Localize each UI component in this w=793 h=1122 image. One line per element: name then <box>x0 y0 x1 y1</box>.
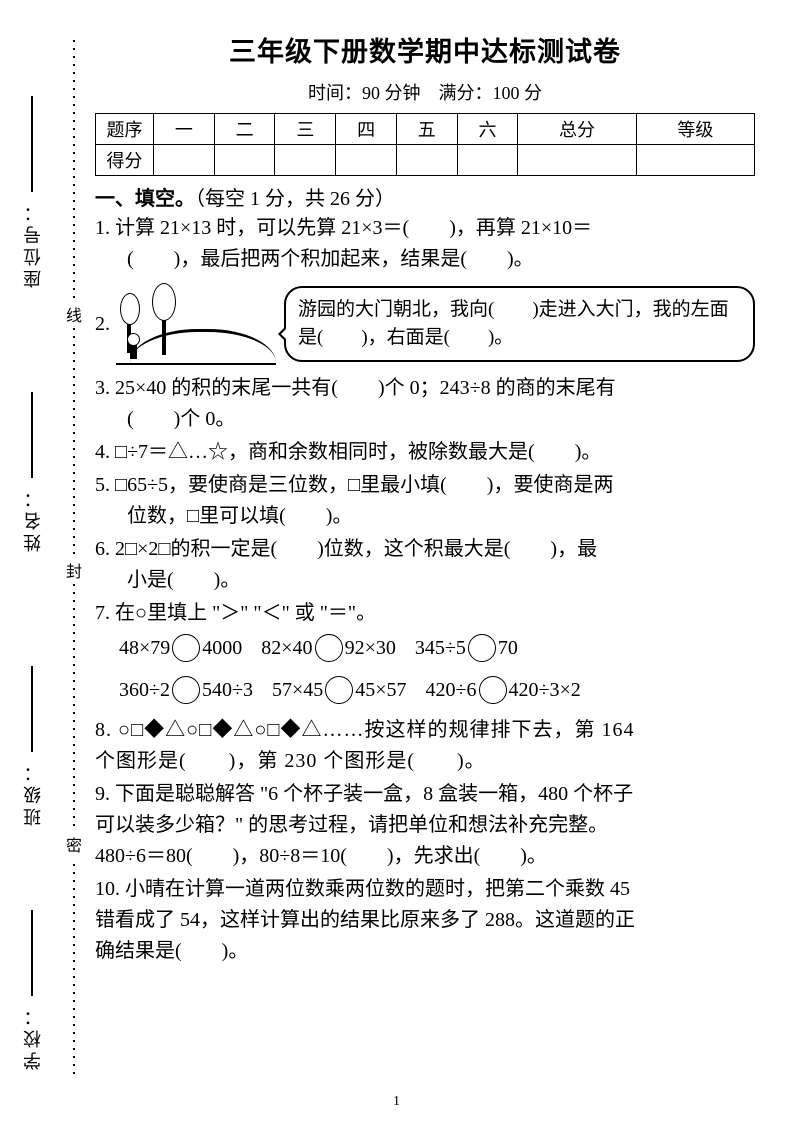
th: 四 <box>336 114 397 145</box>
question-9: 9. 下面是聪聪解答 "6 个杯子装一盒，8 盒装一箱，480 个杯子 可以装多… <box>95 779 755 872</box>
question-3: 3. 25×40 的积的末尾一共有( )个 0；243÷8 的商的末尾有 ( )… <box>95 373 755 435</box>
question-10: 10. 小晴在计算一道两位数乘两位数的题时，把第二个乘数 45 错看成了 54，… <box>95 874 755 967</box>
th: 题序 <box>96 114 154 145</box>
q8-line1: 8. ○□◆△○□◆△○□◆△……按这样的规律排下去，第 164 <box>95 715 755 746</box>
question-2: 2. 游园的大门朝北，我向( )走进入大门，我的左面是( )，右面是( )。 <box>95 279 755 369</box>
score-cell[interactable] <box>214 145 275 176</box>
section-1-title: 一、填空。 <box>95 188 195 210</box>
score-cell[interactable] <box>457 145 518 176</box>
th: 等级 <box>636 114 754 145</box>
q7-item: 48×794000 <box>119 629 242 667</box>
q7-item: 360÷2540÷3 <box>119 671 253 709</box>
th: 总分 <box>518 114 636 145</box>
answer-circle[interactable] <box>325 676 353 704</box>
q7-head: 7. 在○里填上 "＞" "＜" 或 "＝"。 <box>95 598 755 629</box>
q7-comparisons: 48×794000 82×4092×30 345÷570 360÷2540÷3 … <box>95 629 755 713</box>
question-6: 6. 2□×2□的积一定是( )位数，这个积最大是( )，最 小是( )。 <box>95 534 755 596</box>
exam-title: 三年级下册数学期中达标测试卷 <box>95 30 755 69</box>
exam-subtitle: 时间：90 分钟 满分：100 分 <box>95 79 755 105</box>
th: 二 <box>214 114 275 145</box>
question-1: 1. 计算 21×13 时，可以先算 21×3＝( )，再算 21×10＝ ( … <box>95 213 755 275</box>
section-1-heading: 一、填空。（每空 1 分，共 26 分） <box>95 182 755 211</box>
th: 六 <box>457 114 518 145</box>
q3-line2: ( )个 0。 <box>95 404 755 435</box>
q2-illustration <box>116 279 276 369</box>
binding-line <box>31 96 33 192</box>
q1-line1: 1. 计算 21×13 时，可以先算 21×3＝( )，再算 21×10＝ <box>95 213 755 244</box>
q9-line1: 9. 下面是聪聪解答 "6 个杯子装一盒，8 盒装一箱，480 个杯子 <box>95 779 755 810</box>
score-table: 题序 一 二 三 四 五 六 总分 等级 得分 <box>95 113 755 176</box>
q6-line1: 6. 2□×2□的积一定是( )位数，这个积最大是( )，最 <box>95 534 755 565</box>
question-8: 8. ○□◆△○□◆△○□◆△……按这样的规律排下去，第 164 个图形是( )… <box>95 715 755 777</box>
seal-mi: 密 <box>66 830 82 858</box>
answer-circle[interactable] <box>172 676 200 704</box>
binding-margin: 学校： 密 班级： 封 姓名： 线 座位号： <box>10 0 90 1122</box>
q1-line2: ( )，最后把两个积加起来，结果是( )。 <box>95 244 755 275</box>
binding-label-class: 班级： <box>20 760 46 826</box>
q2-speech-bubble: 游园的大门朝北，我向( )走进入大门，我的左面是( )，右面是( )。 <box>284 286 755 361</box>
score-cell[interactable] <box>518 145 636 176</box>
q3-line1: 3. 25×40 的积的末尾一共有( )个 0；243÷8 的商的末尾有 <box>95 373 755 404</box>
score-value-row: 得分 <box>96 145 755 176</box>
binding-line <box>31 666 33 752</box>
q10-line3: 确结果是( )。 <box>95 936 755 967</box>
q5-line1: 5. □65÷5，要使商是三位数，□里最小填( )，要使商是两 <box>95 470 755 501</box>
score-cell[interactable] <box>396 145 457 176</box>
page-number: 1 <box>0 1094 793 1110</box>
q7-item: 82×4092×30 <box>261 629 396 667</box>
q10-line2: 错看成了 54，这样计算出的结果比原来多了 288。这道题的正 <box>95 905 755 936</box>
question-4: 4. □÷7＝△…☆，商和余数相同时，被除数最大是( )。 <box>95 437 755 468</box>
score-header-row: 题序 一 二 三 四 五 六 总分 等级 <box>96 114 755 145</box>
question-5: 5. □65÷5，要使商是三位数，□里最小填( )，要使商是两 位数，□里可以填… <box>95 470 755 532</box>
page-content: 三年级下册数学期中达标测试卷 时间：90 分钟 满分：100 分 题序 一 二 … <box>95 30 755 967</box>
section-1-note: （每空 1 分，共 26 分） <box>195 188 395 210</box>
score-cell[interactable] <box>154 145 215 176</box>
q7-item: 345÷570 <box>415 629 518 667</box>
binding-line <box>31 392 33 478</box>
q5-line2: 位数，□里可以填( )。 <box>95 501 755 532</box>
q9-line2: 可以装多少箱？" 的思考过程，请把单位和想法补充完整。 <box>95 810 755 841</box>
q7-item: 420÷6420÷3×2 <box>426 671 581 709</box>
th: 五 <box>396 114 457 145</box>
score-cell[interactable] <box>336 145 397 176</box>
answer-circle[interactable] <box>315 634 343 662</box>
th: 一 <box>154 114 215 145</box>
score-cell[interactable] <box>636 145 754 176</box>
binding-label-seat: 座位号： <box>20 200 46 288</box>
score-cell[interactable] <box>275 145 336 176</box>
binding-label-name: 姓名： <box>20 486 46 552</box>
question-7: 7. 在○里填上 "＞" "＜" 或 "＝"。 48×794000 82×409… <box>95 598 755 713</box>
td: 得分 <box>96 145 154 176</box>
seal-feng: 封 <box>66 556 82 584</box>
binding-line <box>31 910 33 996</box>
seal-xian: 线 <box>66 300 82 328</box>
q6-line2: 小是( )。 <box>95 565 755 596</box>
q2-number: 2. <box>95 313 110 336</box>
q9-line3: 480÷6＝80( )，80÷8＝10( )，先求出( )。 <box>95 841 755 872</box>
answer-circle[interactable] <box>172 634 200 662</box>
answer-circle[interactable] <box>479 676 507 704</box>
answer-circle[interactable] <box>468 634 496 662</box>
q10-line1: 10. 小晴在计算一道两位数乘两位数的题时，把第二个乘数 45 <box>95 874 755 905</box>
th: 三 <box>275 114 336 145</box>
q8-line2: 个图形是( )，第 230 个图形是( )。 <box>95 746 755 777</box>
binding-label-school: 学校： <box>20 1004 46 1070</box>
q7-item: 57×4545×57 <box>272 671 407 709</box>
